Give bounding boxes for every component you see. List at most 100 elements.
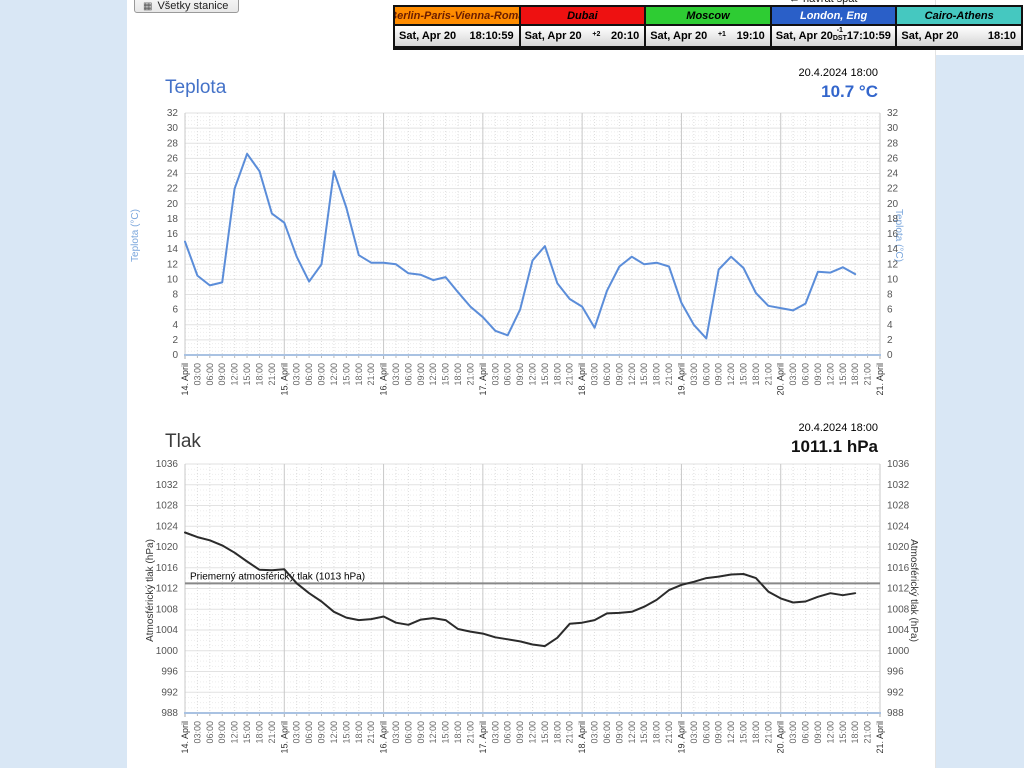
clock-date: Sat, Apr 20 (901, 30, 959, 42)
svg-text:30: 30 (167, 123, 179, 134)
svg-text:18:00: 18:00 (652, 721, 662, 744)
svg-text:09:00: 09:00 (317, 721, 327, 744)
clock-city-name: Cairo-Athens (897, 7, 1021, 26)
pressure-chart: 988 988 992 992 996 996 1000 1000 1004 1004 1008 10… (156, 459, 910, 754)
clock-date: Sat, Apr 20 (650, 30, 708, 42)
svg-text:18:00: 18:00 (751, 721, 761, 744)
svg-text:03:00: 03:00 (192, 363, 202, 386)
svg-text:1004: 1004 (156, 625, 179, 636)
svg-text:15:00: 15:00 (341, 363, 351, 386)
svg-text:15:00: 15:00 (540, 721, 550, 744)
svg-text:12:00: 12:00 (726, 721, 736, 744)
svg-text:18. April: 18. April (577, 721, 587, 754)
clock-time-row: Sat, Apr 20 18:10:59 (395, 26, 519, 46)
svg-text:21:00: 21:00 (267, 363, 277, 386)
svg-text:Priemerný atmosférický tlak (1: Priemerný atmosférický tlak (1013 hPa) (190, 571, 365, 582)
svg-text:6: 6 (172, 305, 178, 316)
svg-text:09:00: 09:00 (813, 721, 823, 744)
svg-text:20. April: 20. April (776, 721, 786, 754)
svg-text:03:00: 03:00 (192, 721, 202, 744)
svg-text:21:00: 21:00 (863, 363, 873, 386)
svg-text:20: 20 (167, 199, 179, 210)
svg-text:28: 28 (887, 138, 899, 149)
all-stations-button[interactable]: ▦ Všetky stanice (134, 0, 240, 13)
svg-text:09:00: 09:00 (217, 363, 227, 386)
clock-cell-0: Berlin-Paris-Vienna-Roma Sat, Apr 20 18:10… (395, 7, 519, 48)
svg-text:1032: 1032 (156, 480, 179, 491)
svg-text:10: 10 (167, 274, 179, 285)
svg-text:09:00: 09:00 (515, 721, 525, 744)
svg-text:15:00: 15:00 (441, 363, 451, 386)
svg-text:12:00: 12:00 (627, 721, 637, 744)
svg-text:03:00: 03:00 (788, 721, 798, 744)
svg-text:12:00: 12:00 (329, 363, 339, 386)
svg-text:32: 32 (887, 108, 899, 119)
svg-text:4: 4 (172, 320, 178, 331)
svg-text:1004: 1004 (887, 625, 910, 636)
svg-text:22: 22 (167, 184, 179, 195)
svg-text:15:00: 15:00 (738, 363, 748, 386)
clock-cell-2: Moscow Sat, Apr 20 +1 19:10 (644, 7, 770, 48)
clock-date: Sat, Apr 20 (775, 30, 833, 42)
pressure-current-value: 1011.1 hPa (791, 437, 878, 456)
svg-text:1008: 1008 (887, 604, 910, 615)
svg-text:996: 996 (161, 667, 178, 678)
svg-text:06:00: 06:00 (205, 721, 215, 744)
svg-text:15:00: 15:00 (738, 721, 748, 744)
svg-text:03:00: 03:00 (590, 363, 600, 386)
clock-time-row: Sat, Apr 20 +1 19:10 (646, 26, 770, 46)
svg-text:1036: 1036 (156, 459, 179, 470)
svg-text:12:00: 12:00 (528, 363, 538, 386)
clock-time-row: Sat, Apr 20 +2 20:10 (520, 26, 645, 46)
clock-date: Sat, Apr 20 (399, 30, 457, 42)
svg-text:17. April: 17. April (478, 363, 488, 396)
svg-text:18:00: 18:00 (652, 363, 662, 386)
svg-text:12: 12 (887, 259, 899, 270)
svg-text:09:00: 09:00 (614, 721, 624, 744)
clock-time: 17:10:59 (846, 30, 891, 42)
svg-text:14: 14 (167, 244, 179, 255)
svg-text:15:00: 15:00 (838, 721, 848, 744)
svg-text:2: 2 (887, 335, 893, 346)
svg-text:06:00: 06:00 (602, 721, 612, 744)
svg-text:12:00: 12:00 (825, 721, 835, 744)
svg-text:18:00: 18:00 (354, 363, 364, 386)
clock-cell-3: London, Eng Sat, Apr 20 -1 DST 17:10:59 (769, 7, 896, 48)
svg-text:1012: 1012 (156, 584, 179, 595)
svg-text:09:00: 09:00 (614, 363, 624, 386)
svg-text:30: 30 (887, 123, 899, 134)
svg-text:06:00: 06:00 (205, 363, 215, 386)
svg-text:12:00: 12:00 (230, 721, 240, 744)
svg-text:09:00: 09:00 (317, 363, 327, 386)
clock-city-name: Berlin-Paris-Vienna-Roma (395, 7, 519, 26)
clock-time-row: Sat, Apr 20 18:10 (897, 26, 1021, 46)
svg-text:1024: 1024 (156, 521, 179, 532)
svg-text:0: 0 (172, 350, 178, 361)
svg-text:12:00: 12:00 (230, 363, 240, 386)
svg-text:03:00: 03:00 (590, 721, 600, 744)
back-link[interactable]: ← návrat späť (789, 0, 859, 5)
temperature-chart-title: Teplota (165, 77, 227, 98)
pressure-chart-title: Tlak (165, 431, 201, 452)
svg-text:21:00: 21:00 (664, 363, 674, 386)
svg-text:18:00: 18:00 (354, 721, 364, 744)
svg-text:18:00: 18:00 (453, 721, 463, 744)
grid-icon: ▦ (143, 1, 153, 12)
svg-text:1020: 1020 (156, 542, 179, 553)
svg-text:32: 32 (167, 108, 179, 119)
svg-text:992: 992 (887, 687, 904, 698)
svg-text:21:00: 21:00 (267, 721, 277, 744)
svg-text:18:00: 18:00 (552, 363, 562, 386)
svg-text:15:00: 15:00 (242, 363, 252, 386)
svg-text:1024: 1024 (887, 521, 910, 532)
svg-text:14. April: 14. April (180, 721, 190, 754)
svg-text:992: 992 (161, 687, 178, 698)
svg-text:21:00: 21:00 (664, 721, 674, 744)
svg-text:1020: 1020 (887, 542, 910, 553)
svg-text:21:00: 21:00 (465, 363, 475, 386)
svg-text:06:00: 06:00 (801, 721, 811, 744)
clock-utc-offset: +2 (592, 30, 601, 38)
svg-text:06:00: 06:00 (403, 721, 413, 744)
svg-text:03:00: 03:00 (788, 363, 798, 386)
